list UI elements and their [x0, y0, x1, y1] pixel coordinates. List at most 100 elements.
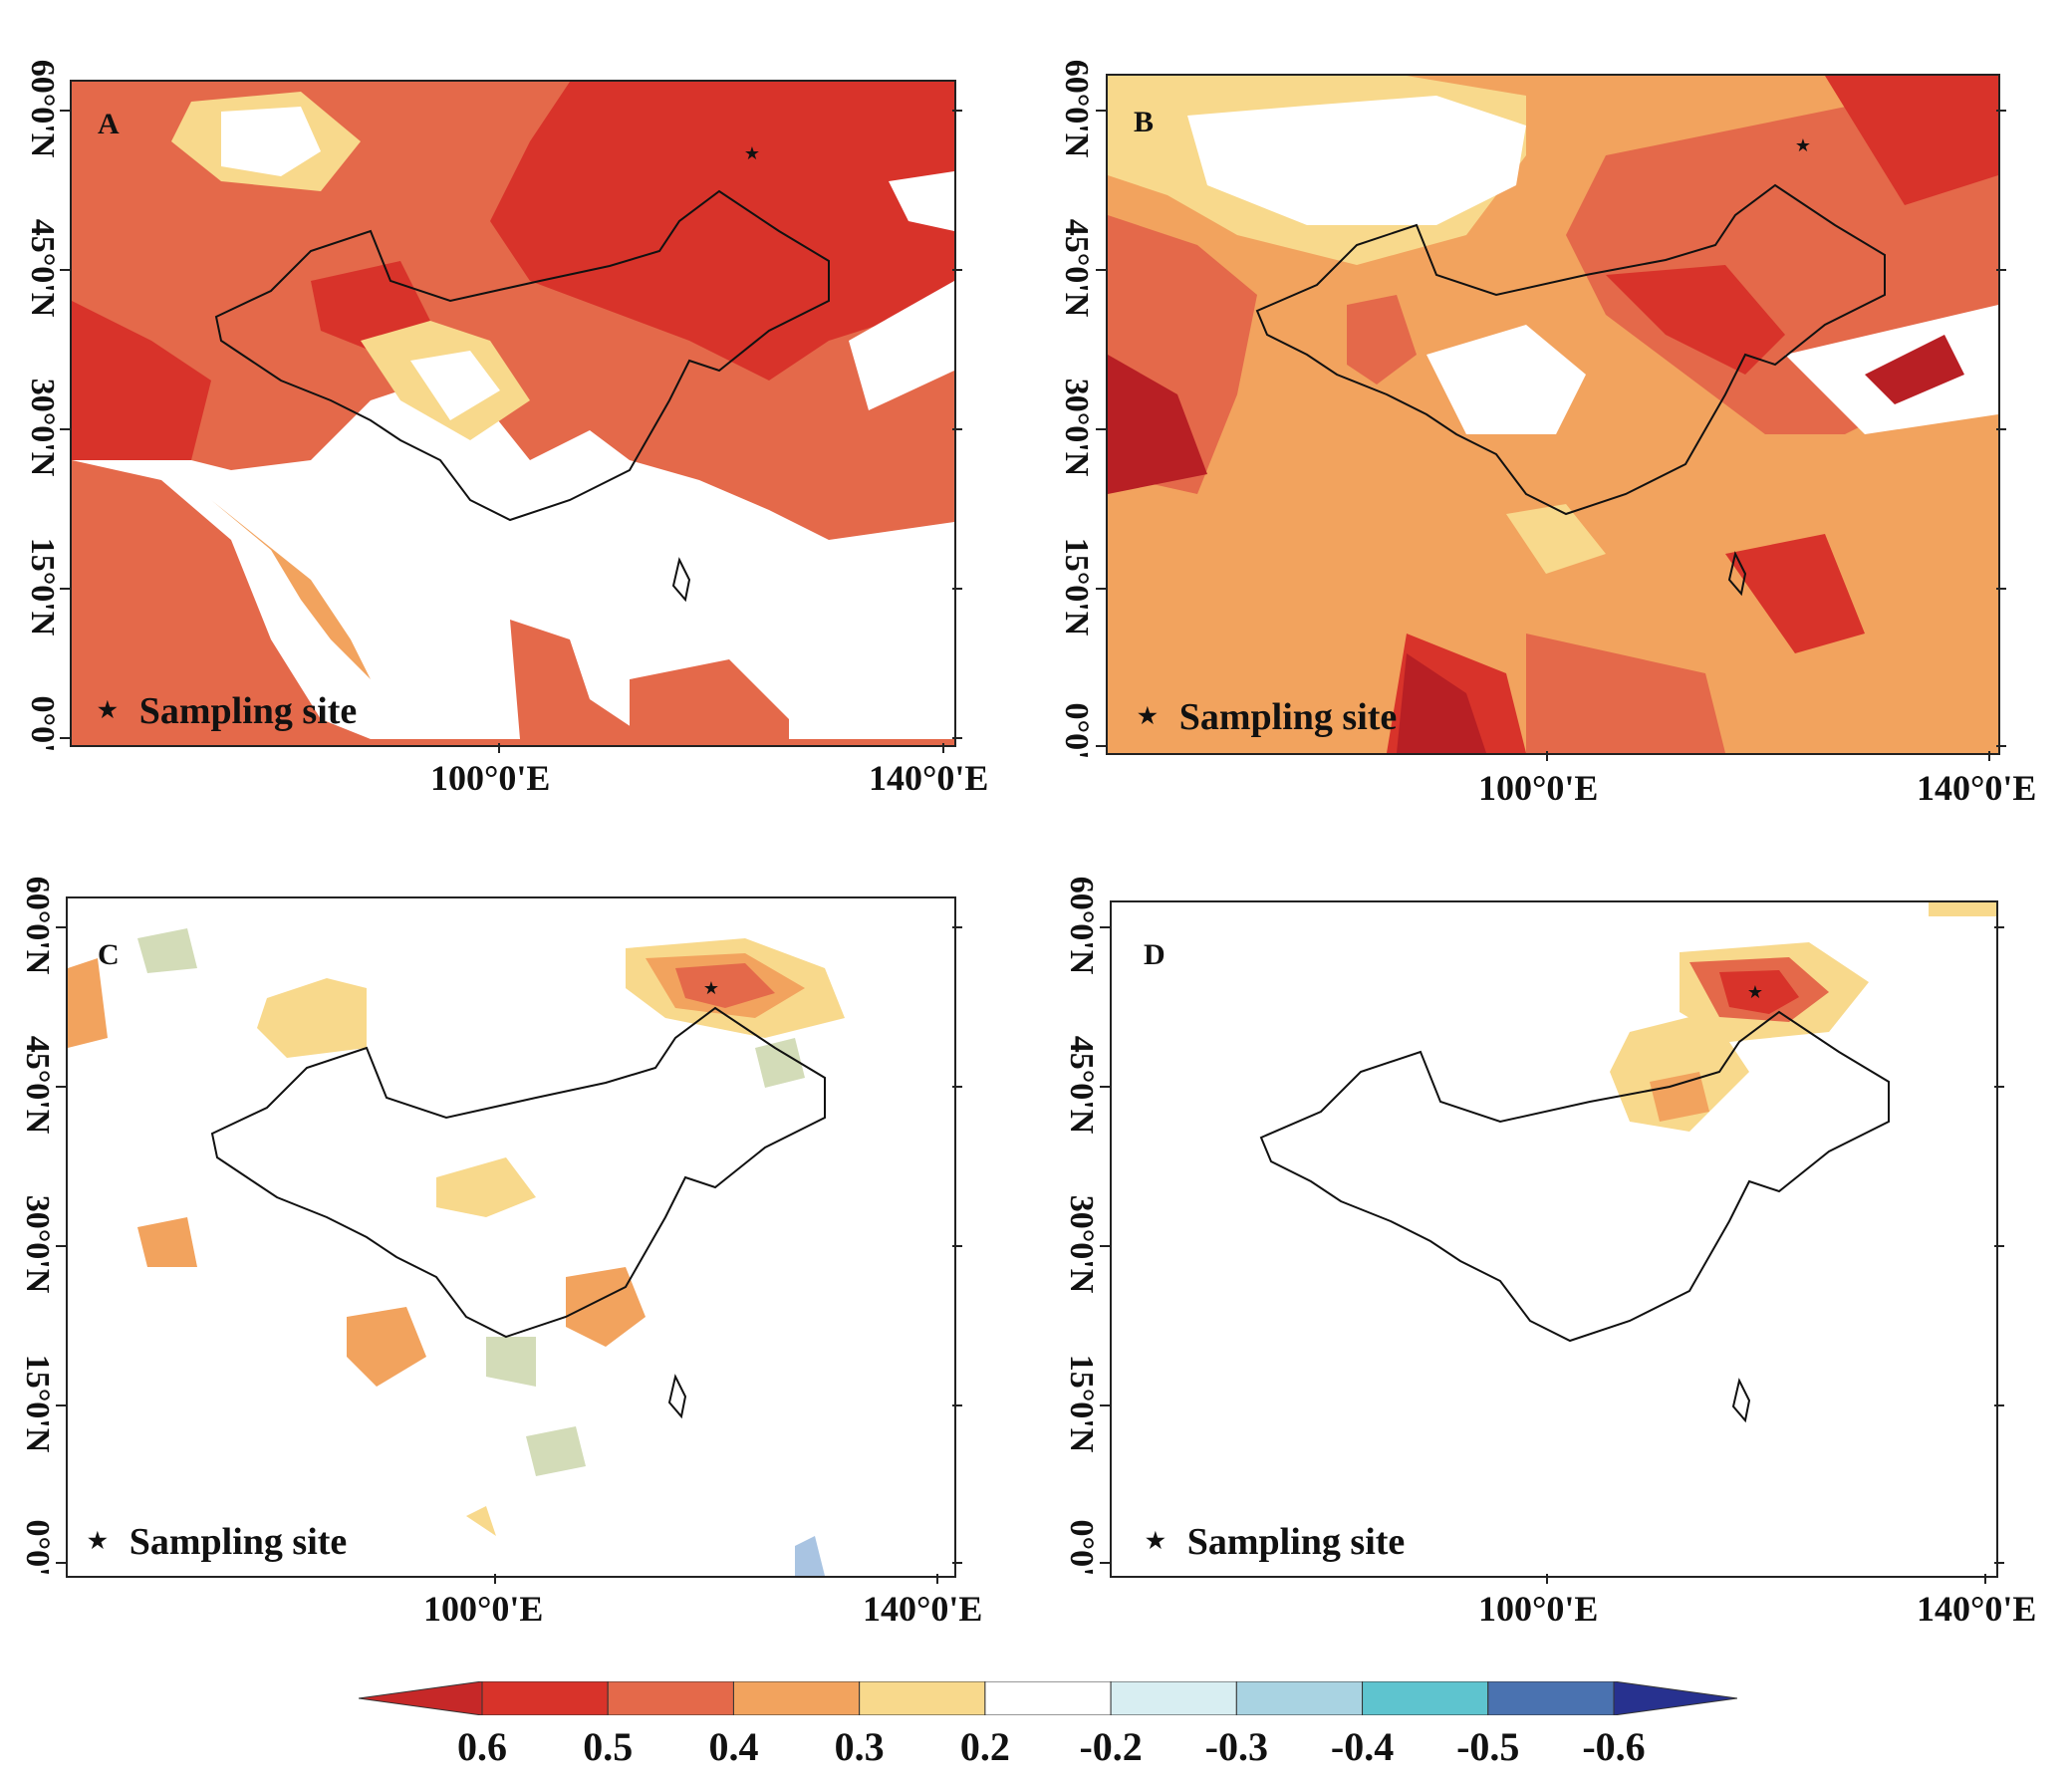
correlation-field-a: [72, 82, 954, 745]
lat-label: 45°0'N: [1063, 1035, 1100, 1135]
colorbar-segment: [1235, 1680, 1364, 1716]
colorbar-label: 0.4: [708, 1724, 759, 1769]
lon-label: 100°0'E: [430, 758, 551, 798]
tick: [56, 1086, 66, 1088]
tick: [1994, 1562, 2004, 1564]
tick: [1996, 745, 2006, 747]
lon-label: 100°0'E: [1478, 1589, 1599, 1629]
panel-letter-b: B: [1134, 106, 1155, 138]
country-border-a: [214, 189, 830, 603]
colorbar-segment: [1487, 1680, 1615, 1716]
tick: [1100, 1562, 1110, 1564]
tick: [1100, 926, 1110, 928]
country-border-b: [1255, 183, 1886, 597]
lat-label: 0°0': [1058, 702, 1095, 760]
tick: [1096, 428, 1106, 430]
tick: [952, 588, 962, 590]
map-a: ★: [72, 82, 954, 745]
lat-label: 30°0'N: [1063, 1194, 1100, 1294]
tick: [1096, 588, 1106, 590]
tick: [60, 588, 70, 590]
colorbar-labels: 0.6 0.5 0.4 0.3 0.2 -0.2 -0.3 -0.4 -0.5 -0.6: [0, 1723, 2072, 1779]
tick: [1096, 745, 1106, 747]
correlation-field-b: [1108, 76, 1998, 753]
colorbar-segment: [732, 1680, 861, 1716]
colorbar-svg: [358, 1680, 1738, 1716]
tick: [1546, 751, 1548, 761]
map-d: ★: [1259, 902, 1996, 1423]
tick: [498, 743, 500, 753]
country-border-c: [210, 1006, 826, 1419]
tick: [1096, 110, 1106, 112]
tick: [1100, 1086, 1110, 1088]
tick: [952, 1562, 962, 1564]
tick: [1994, 1404, 2004, 1406]
tick: [1100, 1404, 1110, 1406]
tick: [1994, 926, 2004, 928]
sampling-site-legend-b: ★ Sampling site: [1138, 695, 1397, 739]
tick: [60, 269, 70, 271]
tick: [952, 1245, 962, 1247]
map-frame-c: ★ C ★ Sampling site: [66, 896, 956, 1578]
tick: [1096, 269, 1106, 271]
tick: [56, 926, 66, 928]
sampling-site-legend-c: ★ Sampling site: [88, 1520, 347, 1564]
lat-label: 0°0': [19, 1519, 56, 1577]
lat-label: 45°0'N: [19, 1035, 56, 1135]
legend-label-b: Sampling site: [1178, 696, 1398, 738]
tick: [1996, 428, 2006, 430]
tick: [60, 428, 70, 430]
tick: [1996, 269, 2006, 271]
colorbar-label: -0.3: [1204, 1724, 1268, 1769]
tick: [56, 1245, 66, 1247]
map-frame-a: ★ A ★ Sampling site: [70, 80, 956, 747]
lat-label: 15°0'N: [1063, 1354, 1100, 1453]
lat-label: 15°0'N: [24, 537, 61, 637]
colorbar-label: 0.6: [457, 1724, 507, 1769]
colorbar-label: 0.5: [583, 1724, 634, 1769]
lat-label: 30°0'N: [19, 1194, 56, 1294]
lon-label: 140°0'E: [1917, 1589, 2037, 1629]
lat-label: 0°0': [1063, 1519, 1100, 1577]
tick: [942, 743, 944, 753]
legend-label-c: Sampling site: [129, 1521, 348, 1563]
sampling-site-legend-a: ★ Sampling site: [98, 689, 357, 733]
colorbar-label: -0.2: [1079, 1724, 1143, 1769]
star-icon: ★: [98, 697, 118, 722]
tick: [936, 1574, 938, 1584]
colorbar: [358, 1680, 1738, 1716]
panel-letter-c: C: [98, 938, 120, 971]
correlation-field-c: [68, 928, 845, 1576]
colorbar-segment: [1110, 1680, 1237, 1716]
tick: [494, 1574, 496, 1584]
lat-label: 60°0'N: [1063, 876, 1100, 975]
lat-label: 0°0': [24, 695, 61, 753]
colorbar-segment: [1362, 1680, 1489, 1716]
colorbar-label: 0.3: [834, 1724, 885, 1769]
tick: [60, 737, 70, 739]
sampling-site-marker-d: ★: [1747, 982, 1763, 1002]
tick: [1100, 1245, 1110, 1247]
legend-label-a: Sampling site: [138, 690, 358, 732]
map-frame-b: ★ B ★ Sampling site: [1106, 74, 2000, 755]
sampling-site-marker-b: ★: [1795, 135, 1811, 155]
star-icon: ★: [1146, 1528, 1166, 1553]
colorbar-label: -0.6: [1582, 1724, 1646, 1769]
colorbar-segment: [481, 1680, 609, 1716]
tick: [952, 737, 962, 739]
colorbar-segment: [607, 1680, 734, 1716]
tick: [1546, 1574, 1548, 1584]
lat-label: 45°0'N: [24, 218, 61, 318]
lon-label: 140°0'E: [863, 1589, 983, 1629]
colorbar-label: -0.5: [1456, 1724, 1520, 1769]
colorbar-arrow-right: [1613, 1680, 1738, 1716]
tick: [60, 110, 70, 112]
tick: [952, 1404, 962, 1406]
colorbar-label: 0.2: [959, 1724, 1010, 1769]
tick: [952, 926, 962, 928]
country-border-d: [1259, 1010, 1890, 1423]
tick: [56, 1562, 66, 1564]
colorbar-segment: [984, 1680, 1112, 1716]
map-b: ★: [1108, 76, 1998, 753]
panel-letter-a: A: [98, 108, 120, 140]
